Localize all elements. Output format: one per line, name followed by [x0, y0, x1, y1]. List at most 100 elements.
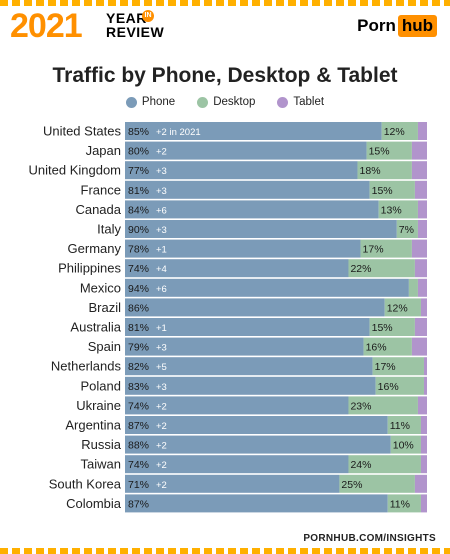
- category-label: United Kingdom: [29, 163, 122, 178]
- bar-tablet: [417, 396, 427, 415]
- bar-phone: [125, 259, 349, 278]
- category-label: Russia: [81, 437, 122, 452]
- bar-phone: [125, 180, 370, 199]
- category-label: Germany: [68, 241, 122, 256]
- category-label: Italy: [97, 222, 121, 237]
- bar-phone: [125, 239, 361, 258]
- bar-desktop: [381, 122, 418, 140]
- desktop-value-label: 15%: [372, 322, 393, 334]
- legend-label-desktop: Desktop: [213, 96, 256, 108]
- bar-tablet: [420, 455, 427, 474]
- bar-tablet: [414, 318, 427, 336]
- top-stripe: [0, 0, 450, 6]
- phone-value-label: 84%: [128, 204, 149, 216]
- phone-value-label: 74%: [128, 263, 149, 275]
- bar-tablet: [423, 357, 427, 376]
- phone-change-label: +2: [156, 480, 167, 491]
- phone-value-label: 77%: [128, 165, 149, 177]
- desktop-value-label: 11%: [390, 420, 410, 432]
- phone-change-label: +3: [156, 343, 167, 354]
- brand-logo: Porn hub: [357, 15, 437, 37]
- phone-change-label: +3: [156, 166, 167, 177]
- category-label: United States: [43, 124, 122, 139]
- phone-value-label: 87%: [128, 420, 149, 432]
- bar-tablet: [411, 337, 427, 356]
- phone-value-label: 71%: [128, 479, 149, 491]
- bar-phone: [125, 416, 388, 434]
- bar-desktop: [369, 180, 415, 199]
- phone-value-label: 94%: [128, 283, 149, 295]
- bar-desktop: [378, 200, 418, 219]
- category-label: Canada: [75, 202, 121, 217]
- category-label: Colombia: [66, 496, 122, 511]
- bar-phone: [125, 494, 388, 513]
- legend-item-desktop: Desktop: [197, 96, 255, 108]
- desktop-value-label: 22%: [350, 263, 371, 275]
- bar-desktop: [360, 239, 412, 258]
- bar-phone: [125, 122, 382, 140]
- bar-phone: [125, 278, 409, 297]
- footer-url: PORNHUB.COM/INSIGHTS: [303, 533, 436, 544]
- desktop-value-label: 15%: [369, 146, 390, 158]
- bar-desktop: [348, 396, 418, 415]
- bar-desktop: [369, 318, 415, 336]
- category-label: France: [81, 182, 121, 197]
- logo-review-word: REVIEW: [106, 24, 165, 40]
- phone-value-label: 83%: [128, 381, 149, 393]
- category-label: Poland: [81, 378, 121, 393]
- category-label: Spain: [88, 339, 121, 354]
- bar-phone: [125, 298, 385, 317]
- phone-change-label: +3: [156, 186, 167, 197]
- bar-tablet: [414, 259, 427, 278]
- bar-desktop: [396, 220, 418, 238]
- phone-change-label: +2: [156, 460, 167, 471]
- bar-desktop: [384, 298, 421, 317]
- phone-value-label: 81%: [128, 185, 149, 197]
- phone-value-label: 79%: [128, 342, 149, 354]
- stacked-bar-chart: United States 85% +2 in 2021 12% Japan 80% +2 1…: [29, 122, 427, 513]
- chart-title: Traffic by Phone, Desktop & Tablet: [52, 64, 398, 87]
- category-label: Argentina: [65, 418, 121, 433]
- bar-tablet: [417, 278, 427, 297]
- desktop-value-label: 25%: [341, 479, 362, 491]
- bar-phone: [125, 357, 373, 376]
- bottom-stripe: [0, 548, 450, 554]
- bar-desktop: [390, 435, 421, 454]
- desktop-value-label: 15%: [372, 185, 393, 197]
- phone-value-label: 78%: [128, 244, 149, 256]
- bar-phone: [125, 474, 340, 493]
- phone-value-label: 74%: [128, 459, 149, 471]
- desktop-value-label: 18%: [360, 165, 381, 177]
- bar-desktop: [366, 141, 412, 160]
- bar-tablet: [420, 416, 427, 434]
- desktop-value-label: 13%: [381, 204, 402, 216]
- category-label: Philippines: [58, 261, 121, 276]
- desktop-value-label: 10%: [393, 440, 414, 452]
- legend-label-tablet: Tablet: [293, 96, 325, 108]
- category-label: Australia: [70, 320, 121, 335]
- phone-value-label: 90%: [128, 224, 149, 236]
- bar-desktop: [348, 259, 415, 278]
- bar-tablet: [417, 220, 427, 238]
- bar-tablet: [411, 161, 427, 180]
- brand-left: Porn: [357, 16, 396, 35]
- phone-change-label: +1: [156, 245, 167, 256]
- bar-desktop: [408, 278, 418, 297]
- bar-tablet: [423, 376, 427, 395]
- desktop-value-label: 24%: [350, 459, 371, 471]
- bar-desktop: [348, 455, 421, 474]
- phone-change-label: +6: [156, 205, 167, 216]
- bar-desktop: [339, 474, 415, 493]
- brand-right: hub: [397, 15, 437, 37]
- bar-desktop: [387, 416, 421, 434]
- phone-change-label: +3: [156, 382, 167, 393]
- phone-value-label: 81%: [128, 322, 149, 334]
- desktop-value-label: 17%: [363, 244, 384, 256]
- phone-change-label: +1: [156, 323, 167, 334]
- category-label: Netherlands: [51, 359, 122, 374]
- category-label: Taiwan: [81, 457, 121, 472]
- phone-value-label: 86%: [128, 302, 149, 314]
- bar-tablet: [414, 474, 427, 493]
- legend-item-phone: Phone: [125, 96, 175, 108]
- logo-in-badge: IN: [142, 10, 154, 22]
